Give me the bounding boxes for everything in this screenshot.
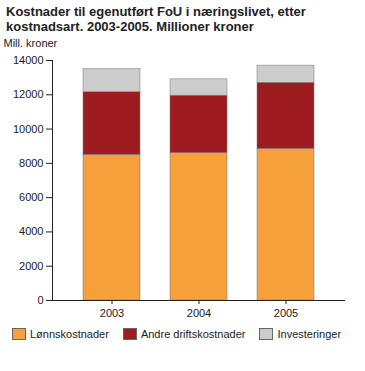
svg-text:0: 0 — [37, 294, 43, 306]
svg-text:10000: 10000 — [13, 123, 44, 135]
svg-text:4000: 4000 — [19, 225, 43, 237]
svg-text:2003: 2003 — [100, 307, 124, 319]
html-text:Lønnskostnader: Lønnskostnader — [30, 328, 109, 340]
svg-text:6000: 6000 — [19, 191, 43, 203]
svg-text:12000: 12000 — [13, 88, 44, 100]
svg-text:2005: 2005 — [274, 307, 298, 319]
svg-text:2000: 2000 — [19, 260, 43, 272]
html-text:Investeringer: Investeringer — [277, 328, 341, 340]
svg-text:2004: 2004 — [187, 307, 211, 319]
svg-text:14000: 14000 — [13, 54, 44, 66]
svg-text:8000: 8000 — [19, 157, 43, 169]
svg-text:Mill. kroner: Mill. kroner — [4, 37, 58, 49]
html-text:Kostnader til egenutført FoU i: Kostnader til egenutført FoU i næringsli… — [6, 4, 306, 34]
html-text:Andre driftskostnader: Andre driftskostnader — [140, 328, 246, 340]
